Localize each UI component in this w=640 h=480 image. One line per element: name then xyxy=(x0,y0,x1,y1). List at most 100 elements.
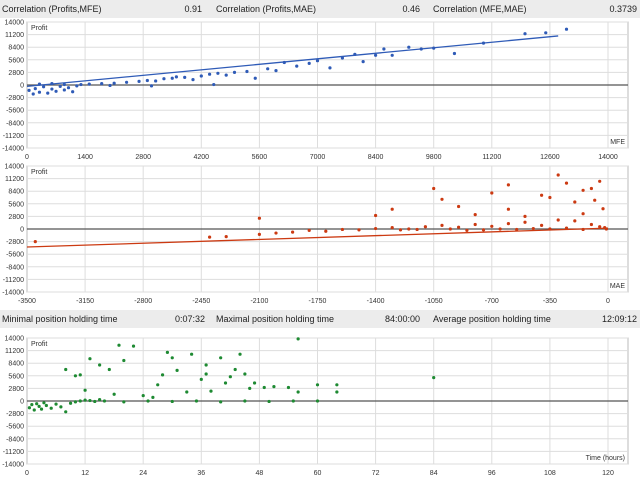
y-tick-label: -5600 xyxy=(6,424,24,431)
data-point xyxy=(593,198,597,202)
data-point xyxy=(174,75,178,79)
data-point xyxy=(149,84,154,88)
data-point xyxy=(531,226,535,231)
data-point xyxy=(523,32,527,36)
data-point xyxy=(452,51,457,56)
data-point xyxy=(267,399,271,404)
stat-label: Correlation (Profits,MFE) xyxy=(2,4,102,14)
y-axis-label: Profit xyxy=(31,25,47,32)
x-tick-label: 12 xyxy=(81,470,89,477)
data-point xyxy=(581,188,585,192)
data-point xyxy=(307,61,311,65)
data-point xyxy=(490,191,494,195)
data-point xyxy=(199,74,203,78)
profit-vs-mae-chart: -3500 -3150 -2800 -2450 -2100 -1750 -1400 -1050… xyxy=(2,164,629,305)
x-tick-label: 60 xyxy=(314,470,322,477)
x-tick-label: 48 xyxy=(256,470,264,477)
data-point xyxy=(415,227,419,232)
data-point xyxy=(64,410,68,414)
x-axis-label: MFE xyxy=(610,139,625,146)
profit-vs-mfe-chart: 0 1400 2800 4200 5600 7000 8400 9800 11200 12600 1… xyxy=(2,20,629,161)
data-point xyxy=(49,406,53,410)
x-axis-label: Time (hours) xyxy=(586,455,625,462)
data-point xyxy=(307,228,311,232)
data-point xyxy=(407,227,411,231)
data-point xyxy=(50,87,54,91)
data-point xyxy=(440,223,444,227)
data-point xyxy=(315,59,320,63)
data-point xyxy=(102,399,107,403)
data-point xyxy=(100,82,104,86)
data-point xyxy=(573,219,577,223)
y-tick-label: -5600 xyxy=(6,108,24,115)
data-point xyxy=(432,186,436,191)
x-tick-label: 24 xyxy=(139,470,147,477)
data-point xyxy=(141,394,145,398)
y-tick-label: 8400 xyxy=(8,45,24,52)
data-point xyxy=(68,401,73,405)
data-point xyxy=(272,385,276,389)
y-axis-label: Profit xyxy=(31,169,47,176)
data-point xyxy=(170,76,174,80)
data-point xyxy=(548,195,552,200)
data-point xyxy=(32,408,36,412)
data-point xyxy=(390,53,394,57)
data-point xyxy=(340,56,344,60)
data-point xyxy=(457,225,461,229)
y-tick-label: 8400 xyxy=(8,189,24,196)
data-point xyxy=(107,367,111,372)
data-point xyxy=(208,235,212,239)
data-point xyxy=(88,357,92,361)
x-tick-label: 0 xyxy=(606,298,610,305)
y-tick-label: -2800 xyxy=(6,411,24,418)
data-point xyxy=(589,186,594,191)
data-point xyxy=(257,216,261,220)
x-axis-label: MAE xyxy=(610,283,626,290)
data-point xyxy=(506,222,510,226)
data-point xyxy=(573,200,577,204)
y-tick-label: -14000 xyxy=(2,462,24,469)
data-point xyxy=(137,79,141,83)
data-point xyxy=(243,372,247,376)
x-tick-label: 12600 xyxy=(540,154,560,161)
stat-label: Minimal position holding time xyxy=(2,314,118,324)
data-point xyxy=(515,227,519,232)
data-point xyxy=(160,373,165,377)
y-tick-label: -8400 xyxy=(6,120,24,127)
y-tick-label: -8400 xyxy=(6,264,24,271)
data-point xyxy=(145,78,149,83)
data-point xyxy=(224,235,228,239)
data-point xyxy=(228,375,232,379)
y-tick-label: 0 xyxy=(20,399,24,406)
data-point xyxy=(357,228,361,232)
data-point xyxy=(35,402,39,406)
data-point xyxy=(59,405,63,409)
data-point xyxy=(219,400,223,404)
data-point xyxy=(296,390,300,394)
data-point xyxy=(266,67,270,71)
data-point xyxy=(30,403,34,407)
profit-vs-holding-time-chart: 0 12 24 36 48 60 72 84 96 108 120 14000 11200 8400 560… xyxy=(2,336,629,477)
data-point xyxy=(27,406,32,410)
data-point xyxy=(598,225,602,229)
x-tick-label: 4200 xyxy=(194,154,210,161)
y-tick-label: -5600 xyxy=(6,252,24,259)
data-point xyxy=(374,213,378,218)
data-point xyxy=(465,228,469,232)
data-point xyxy=(248,386,252,390)
y-tick-label: 0 xyxy=(20,227,24,234)
x-tick-label: 36 xyxy=(197,470,205,477)
data-point xyxy=(296,337,300,341)
data-point xyxy=(122,358,126,363)
data-point xyxy=(79,82,83,87)
x-tick-label: 84 xyxy=(430,470,438,477)
x-tick-label: 5600 xyxy=(252,154,268,161)
y-tick-label: 2800 xyxy=(8,386,24,393)
data-point xyxy=(212,82,216,87)
data-point xyxy=(390,207,394,211)
y-tick-label: -11200 xyxy=(3,277,24,284)
data-point xyxy=(374,53,378,57)
y-tick-label: 0 xyxy=(20,83,24,90)
data-point xyxy=(506,207,510,211)
data-point xyxy=(98,363,102,367)
